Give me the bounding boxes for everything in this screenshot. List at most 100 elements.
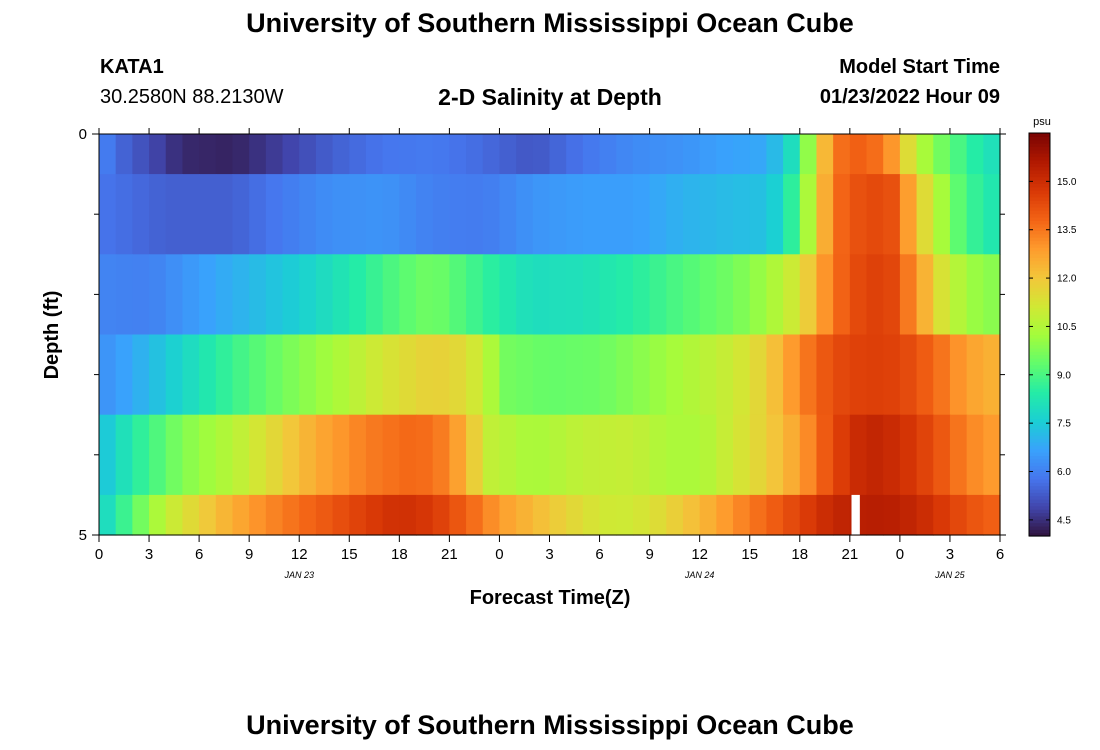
y-tick-label: 5 [79,527,87,544]
heatmap-cell [532,134,551,175]
heatmap-cell [416,334,434,416]
heatmap-cell [165,414,184,496]
heatmap-cell [849,414,868,496]
heatmap-cell [983,254,1001,336]
heatmap-cell [632,334,651,416]
colorbar-segment [1029,267,1050,272]
colorbar-segment [1029,381,1050,386]
heatmap-cell [682,134,701,175]
heatmap-cell [682,494,701,536]
colorbar-segment [1029,324,1050,329]
heatmap-cell [716,494,734,536]
heatmap-cell [315,414,334,496]
heatmap-cell [883,254,901,336]
heatmap-cell [249,494,267,536]
heatmap-cell [182,174,200,255]
heatmap-cell [232,174,250,255]
colorbar-segment [1029,361,1050,366]
heatmap-cell [566,494,584,536]
heatmap-cell [182,254,200,336]
heatmap-cell [916,134,934,175]
heatmap-cell [416,494,434,536]
x-tick-label: 0 [896,546,904,563]
heatmap-cell [282,334,300,416]
heatmap-cell [215,254,234,336]
colorbar-segment [1029,206,1050,211]
heatmap-cell [516,414,534,496]
heatmap-cell [249,134,267,175]
heatmap-cell [849,134,868,175]
heatmap-cell [332,174,350,255]
colorbar-segment [1029,334,1050,339]
heatmap-cell [699,134,717,175]
colorbar-tick-label: 15.0 [1057,177,1077,188]
heatmap-cell [165,494,184,536]
colorbar-segment [1029,331,1050,336]
heatmap-cell [799,134,818,175]
heatmap-cell [165,334,184,416]
heatmap-cell [265,414,284,496]
colorbar-segment [1029,203,1050,208]
heatmap-cell [449,334,467,416]
colorbar-segment [1029,358,1050,362]
colorbar-segment [1029,280,1050,285]
axes: 0 3 6 9 12 15 18 21 0 3 6 9 12 15 18 21 0 3 6 JAN 23 JAN 24 J… [79,126,1006,580]
heatmap-cell [899,134,918,175]
heatmap-cell [399,174,417,255]
heatmap-cell [299,174,317,255]
heatmap-cell [149,334,167,416]
heatmap-cell [432,254,450,336]
heatmap-cell [315,494,334,536]
heatmap-cell [799,494,818,536]
heatmap-cell [466,174,484,255]
x-tick-label: 21 [441,546,458,563]
colorbar-segment [1029,515,1050,520]
colorbar-segment [1029,344,1050,349]
heatmap-cell [599,174,617,255]
heatmap-cell [232,414,250,496]
heatmap-cell [199,174,217,255]
heatmap-cell [516,134,534,175]
heatmap-cell [716,134,734,175]
heatmap-cell [632,494,651,536]
heatmap-cell [582,254,601,336]
heatmap-cell [566,254,584,336]
heatmap-cell [783,414,801,496]
heatmap-cell [149,254,167,336]
x-tick-label: 21 [841,546,858,563]
date-label: JAN 25 [934,570,966,580]
heatmap-cell [449,254,467,336]
heatmap-cell [399,334,417,416]
heatmap-cell [265,494,284,536]
heatmap-cell [432,334,450,416]
colorbar-segment [1029,314,1050,319]
colorbar-segment [1029,519,1050,524]
heatmap-cell [349,494,367,536]
heatmap-cell [549,494,567,536]
heatmap-cell [182,334,200,416]
colorbar-segment [1029,421,1050,426]
heatmap-cell [382,334,400,416]
page-title: University of Southern Mississippi Ocean… [246,8,854,38]
heatmap-cell [799,334,818,416]
heatmap-cell [265,134,284,175]
heatmap-cell [749,334,768,416]
colorbar-segment [1029,351,1050,356]
heatmap-cell [632,254,651,336]
heatmap-cell [582,414,601,496]
colorbar-segment [1029,499,1050,504]
heatmap-cell [532,334,551,416]
colorbar-segment [1029,411,1050,416]
heatmap-cell [416,254,434,336]
heatmap-cell [816,134,834,175]
colorbar-segment [1029,458,1050,463]
colorbar-segment [1029,472,1050,477]
heatmap-cell [265,334,284,416]
colorbar-segment [1029,220,1050,225]
heatmap-cell [332,414,350,496]
heatmap-cell [449,414,467,496]
heatmap-cell [232,134,250,175]
heatmap-cell [99,494,117,536]
heatmap-cell [132,334,150,416]
colorbar-segment [1029,475,1050,480]
